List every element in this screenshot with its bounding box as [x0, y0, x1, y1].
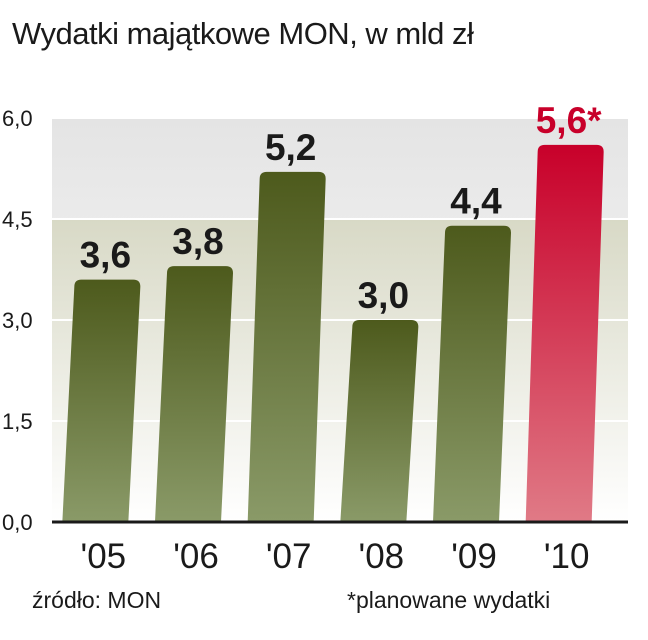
bar-10 — [525, 144, 604, 522]
footnote: *planowane wydatki — [347, 587, 551, 613]
data-label: 4,4 — [450, 181, 502, 222]
bar-chart: 3,6 3,85,23,04,45,6* 0,01,53,04,56,0 '05 '… — [2, 100, 628, 576]
y-tick-label: 4,5 — [2, 207, 33, 232]
x-tick-label: '07 — [266, 537, 312, 576]
bar-08 — [340, 320, 419, 522]
bar-06 — [155, 266, 233, 522]
x-tick-label: '05 — [81, 537, 127, 576]
y-tick-label: 6,0 — [2, 106, 33, 131]
x-tick-label: '10 — [544, 537, 590, 576]
data-label: 3,0 — [358, 275, 409, 316]
y-axis-ticks: 0,0 1,5 3,0 4,5 6,0 — [2, 106, 33, 535]
x-axis-ticks: '05 '06 '07 '08 '09 '10 — [81, 537, 590, 576]
y-tick-label: 3,0 — [2, 308, 33, 333]
bar-05 — [62, 279, 141, 522]
y-tick-label: 0,0 — [2, 510, 33, 535]
x-tick-label: '08 — [359, 537, 405, 576]
x-tick-label: '06 — [173, 537, 219, 576]
data-label: 3,6 — [80, 235, 131, 276]
bar-09 — [433, 225, 511, 522]
data-label: 5,2 — [265, 127, 316, 168]
chart-title: Wydatki majątkowe MON, w mld zł — [12, 16, 474, 51]
bars — [62, 144, 604, 522]
data-label: 5,6* — [536, 100, 602, 141]
bar-07 — [247, 171, 326, 522]
x-tick-label: '09 — [451, 537, 497, 576]
data-labels: 3,6 3,8 5,2 3,0 4,4 5,6* — [80, 100, 603, 316]
data-label: 3,8 — [172, 221, 223, 262]
y-tick-label: 1,5 — [2, 409, 33, 434]
source-note: źródło: MON — [32, 587, 162, 613]
